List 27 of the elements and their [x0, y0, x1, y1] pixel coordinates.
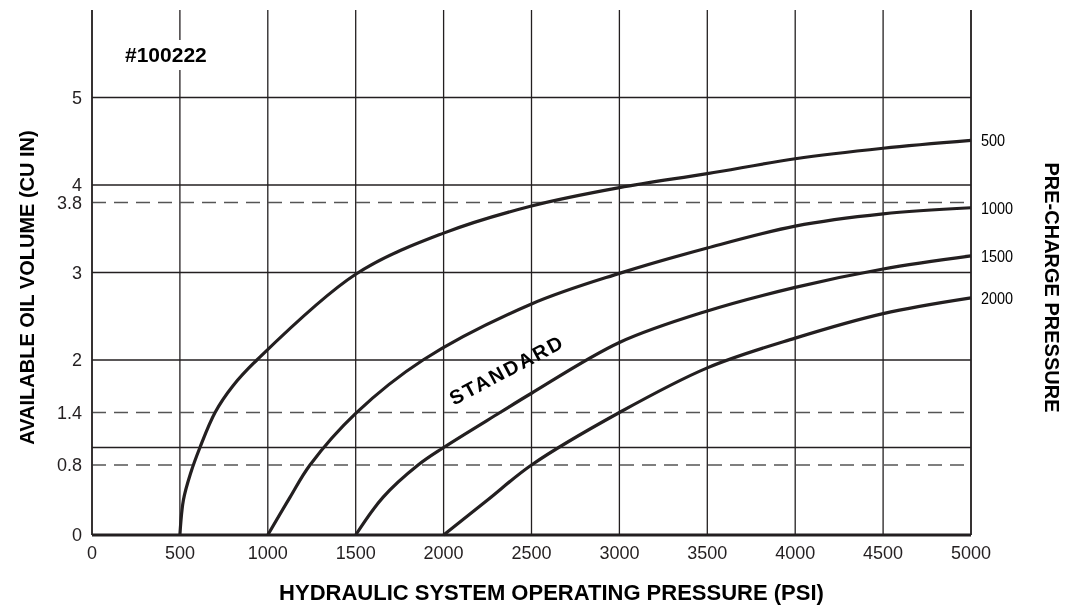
y2-axis-title: PRE-CHARGE PRESSURE	[1041, 162, 1063, 413]
y-tick-label: 0	[71, 525, 82, 545]
series-label: 2000	[981, 288, 1014, 308]
x-tick-label: 3000	[599, 543, 640, 563]
x-tick-label: 2500	[511, 543, 552, 563]
y-tick-label: 2	[71, 350, 82, 370]
x-tick-label: 500	[164, 543, 195, 563]
ref-line-label: 0.8	[56, 455, 82, 475]
y-tick-label: 4	[71, 175, 82, 195]
y-tick-label: 3	[71, 262, 82, 283]
x-axis-title: HYDRAULIC SYSTEM OPERATING PRESSURE (PSI)	[279, 580, 824, 605]
x-tick-label: 4500	[863, 543, 904, 563]
x-tick-label: 0	[86, 543, 98, 563]
y-axis-title: AVAILABLE OIL VOLUME (CU IN)	[16, 130, 38, 445]
x-tick-label: 3500	[687, 543, 728, 563]
series-label: 500	[981, 131, 1006, 150]
series-label: 1500	[981, 246, 1014, 266]
x-tick-label: 5000	[950, 543, 992, 563]
text: #100222	[125, 43, 207, 66]
ref-line-label: 1.4	[56, 402, 82, 423]
x-tick-label: 1000	[247, 543, 288, 563]
x-tick-label: 4000	[775, 543, 816, 563]
x-tick-label: 2000	[423, 543, 464, 563]
y-tick-label: 5	[71, 87, 82, 108]
ref-line-label: 3.8	[56, 192, 82, 213]
series-label: 1000	[981, 198, 1014, 217]
x-tick-label: 1500	[335, 543, 376, 563]
